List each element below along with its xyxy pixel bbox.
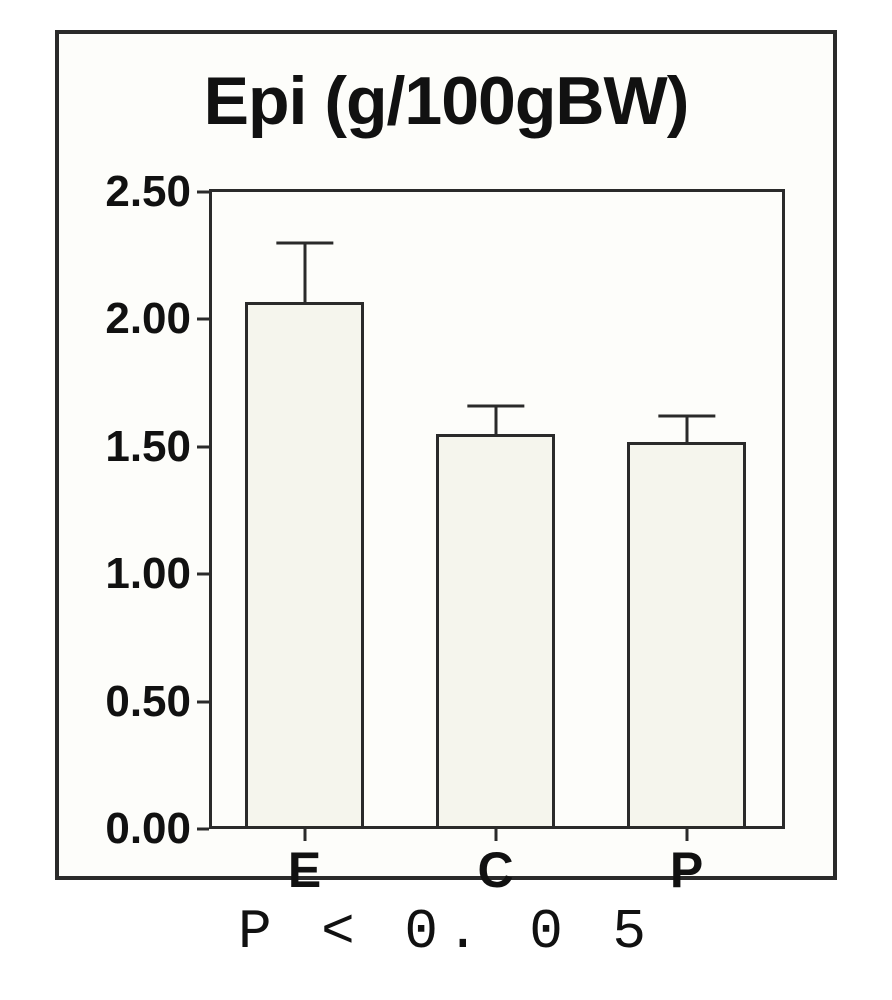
y-tick-label: 1.50 xyxy=(105,422,209,472)
x-tick-label: C xyxy=(477,829,513,899)
y-tick-mark xyxy=(197,700,209,703)
error-bar xyxy=(685,416,688,441)
x-tick-label: P xyxy=(670,829,703,899)
y-tick-mark xyxy=(197,828,209,831)
y-tick-label: 0.50 xyxy=(105,677,209,727)
error-cap xyxy=(467,405,524,408)
y-axis xyxy=(209,192,212,829)
y-tick-mark xyxy=(197,318,209,321)
y-tick-label: 2.50 xyxy=(105,167,209,217)
y-tick-label: 0.00 xyxy=(105,804,209,854)
y-tick-mark xyxy=(197,573,209,576)
error-cap xyxy=(658,415,715,418)
error-bar xyxy=(494,406,497,434)
y-tick-mark xyxy=(197,191,209,194)
p-value-caption: P < 0. 0 5 xyxy=(0,900,892,964)
error-bar xyxy=(303,243,306,302)
y-tick-mark xyxy=(197,445,209,448)
x-tick-label: E xyxy=(288,829,321,899)
bar xyxy=(245,302,363,829)
chart-frame: Epi (g/100gBW) 0.000.501.001.502.002.50E… xyxy=(55,30,837,880)
error-cap xyxy=(276,241,333,244)
y-tick-label: 1.00 xyxy=(105,549,209,599)
plot-area: 0.000.501.001.502.002.50ECP xyxy=(209,189,785,829)
bar xyxy=(627,442,745,829)
y-tick-label: 2.00 xyxy=(105,294,209,344)
chart-title: Epi (g/100gBW) xyxy=(59,62,833,140)
bar xyxy=(436,434,554,829)
